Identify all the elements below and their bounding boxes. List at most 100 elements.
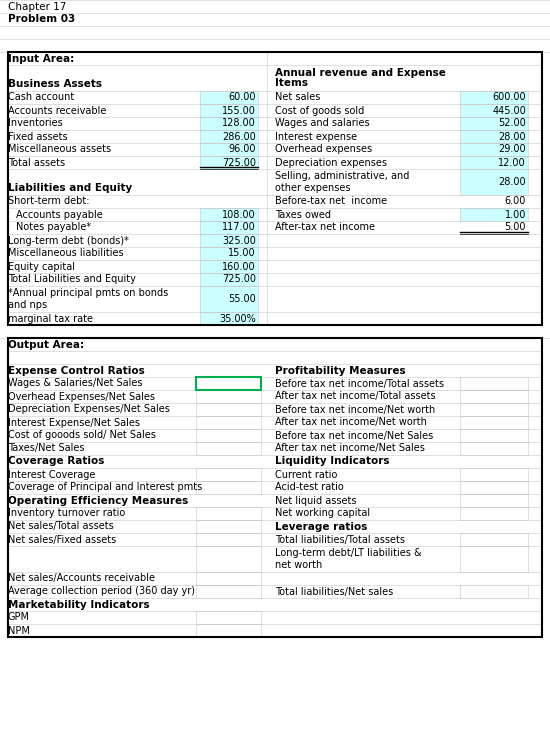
- Text: 6.00: 6.00: [505, 196, 526, 207]
- Text: 1.00: 1.00: [505, 210, 526, 220]
- Text: 96.00: 96.00: [228, 145, 256, 155]
- Bar: [460, 104, 528, 117]
- Bar: [8, 52, 542, 325]
- Bar: [200, 208, 258, 221]
- Bar: [460, 143, 528, 156]
- Bar: [460, 429, 528, 442]
- Text: 60.00: 60.00: [228, 93, 256, 102]
- Text: Before tax net income/Net Sales: Before tax net income/Net Sales: [275, 431, 433, 440]
- Text: Before tax net income/Total assets: Before tax net income/Total assets: [275, 378, 444, 388]
- Text: Net liquid assets: Net liquid assets: [275, 496, 356, 505]
- Bar: [200, 260, 258, 273]
- Bar: [460, 416, 528, 429]
- Bar: [460, 533, 528, 546]
- Bar: [460, 507, 528, 520]
- Bar: [200, 273, 258, 286]
- Bar: [200, 312, 258, 325]
- Text: Notes payable*: Notes payable*: [16, 223, 91, 232]
- Text: Business Assets: Business Assets: [8, 79, 102, 89]
- Text: Output Area:: Output Area:: [8, 339, 84, 350]
- Bar: [460, 481, 528, 494]
- Text: 445.00: 445.00: [492, 106, 526, 115]
- Bar: [460, 377, 528, 390]
- Bar: [460, 104, 528, 117]
- Text: 155.00: 155.00: [222, 106, 256, 115]
- Bar: [460, 91, 528, 104]
- Text: Fixed assets: Fixed assets: [8, 131, 68, 142]
- Bar: [460, 208, 528, 221]
- Text: Depreciation expenses: Depreciation expenses: [275, 158, 387, 167]
- Text: Overhead Expenses/Net Sales: Overhead Expenses/Net Sales: [8, 391, 155, 402]
- Text: Chapter 17: Chapter 17: [8, 1, 67, 12]
- Text: marginal tax rate: marginal tax rate: [8, 313, 93, 323]
- Bar: [196, 611, 261, 624]
- Text: Taxes/Net Sales: Taxes/Net Sales: [8, 444, 85, 453]
- Bar: [200, 286, 258, 312]
- Text: Miscellaneous liabilities: Miscellaneous liabilities: [8, 248, 124, 258]
- Bar: [460, 442, 528, 455]
- Bar: [200, 130, 258, 143]
- Text: Acid-test ratio: Acid-test ratio: [275, 483, 344, 493]
- Text: Interest Expense/Net Sales: Interest Expense/Net Sales: [8, 418, 140, 428]
- Text: 160.00: 160.00: [222, 261, 256, 272]
- Bar: [196, 585, 261, 598]
- Bar: [196, 377, 261, 390]
- Text: 28.00: 28.00: [498, 131, 526, 142]
- Text: Annual revenue and Expense: Annual revenue and Expense: [275, 68, 446, 78]
- Text: After tax net income/Total assets: After tax net income/Total assets: [275, 391, 436, 402]
- Bar: [196, 533, 261, 546]
- Text: 325.00: 325.00: [222, 236, 256, 245]
- Text: GPM: GPM: [8, 612, 30, 623]
- Text: Miscellaneous assets: Miscellaneous assets: [8, 145, 111, 155]
- Bar: [8, 338, 542, 637]
- Bar: [460, 390, 528, 403]
- Text: Expense Control Ratios: Expense Control Ratios: [8, 366, 145, 375]
- Bar: [200, 156, 258, 169]
- Text: Long-term debt/LT liabilities &: Long-term debt/LT liabilities &: [275, 548, 422, 558]
- Text: Before tax net income/Net worth: Before tax net income/Net worth: [275, 404, 435, 415]
- Text: Wages and salaries: Wages and salaries: [275, 118, 370, 128]
- Text: Net sales: Net sales: [275, 93, 320, 102]
- Bar: [200, 104, 258, 117]
- Text: 55.00: 55.00: [228, 294, 256, 304]
- Text: 12.00: 12.00: [498, 158, 526, 167]
- Bar: [460, 169, 528, 195]
- Text: 128.00: 128.00: [222, 118, 256, 128]
- Text: Net sales/Fixed assets: Net sales/Fixed assets: [8, 534, 116, 545]
- Text: Equity capital: Equity capital: [8, 261, 75, 272]
- Bar: [196, 624, 261, 637]
- Bar: [196, 442, 261, 455]
- Text: Overhead expenses: Overhead expenses: [275, 145, 372, 155]
- Text: Liquidity Indicators: Liquidity Indicators: [275, 456, 389, 466]
- Text: Taxes owed: Taxes owed: [275, 210, 331, 220]
- Bar: [200, 312, 258, 325]
- Bar: [460, 143, 528, 156]
- Bar: [460, 91, 528, 104]
- Text: 286.00: 286.00: [222, 131, 256, 142]
- Bar: [200, 104, 258, 117]
- Bar: [196, 468, 261, 481]
- Bar: [200, 260, 258, 273]
- Text: Before-tax net  income: Before-tax net income: [275, 196, 387, 207]
- Text: Short-term debt:: Short-term debt:: [8, 196, 90, 207]
- Text: 15.00: 15.00: [228, 248, 256, 258]
- Bar: [196, 416, 261, 429]
- Text: Profitability Measures: Profitability Measures: [275, 366, 406, 375]
- Text: Net sales/Total assets: Net sales/Total assets: [8, 521, 114, 531]
- Bar: [460, 468, 528, 481]
- Text: Net working capital: Net working capital: [275, 509, 370, 518]
- Text: Marketability Indicators: Marketability Indicators: [8, 599, 150, 610]
- Text: Liabilities and Equity: Liabilities and Equity: [8, 183, 132, 193]
- Text: 28.00: 28.00: [498, 177, 526, 187]
- Text: Cost of goods sold: Cost of goods sold: [275, 106, 364, 115]
- Bar: [460, 117, 528, 130]
- Text: Wages & Salaries/Net Sales: Wages & Salaries/Net Sales: [8, 378, 142, 388]
- Text: Operating Efficiency Measures: Operating Efficiency Measures: [8, 496, 188, 505]
- Bar: [200, 234, 258, 247]
- Bar: [200, 156, 258, 169]
- Bar: [196, 429, 261, 442]
- Bar: [200, 247, 258, 260]
- Bar: [460, 130, 528, 143]
- Bar: [196, 572, 261, 585]
- Bar: [200, 91, 258, 104]
